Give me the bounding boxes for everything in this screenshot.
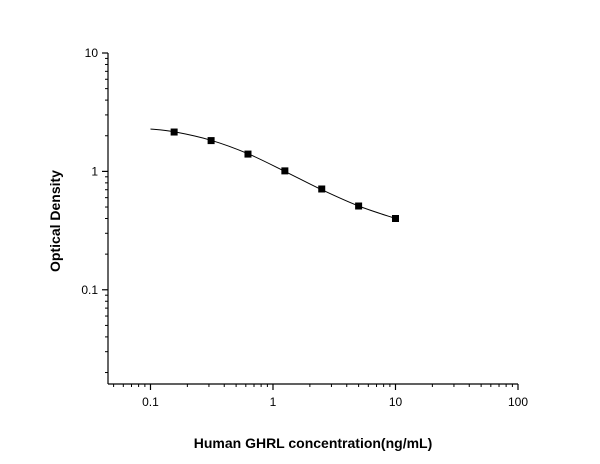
point — [391, 215, 399, 222]
y-tick-label: 1 — [91, 164, 98, 178]
x-axis-title: Human GHRL concentration(ng/mL) — [194, 435, 433, 451]
x-tick-label: 100 — [508, 395, 528, 409]
point — [281, 167, 289, 175]
point — [355, 202, 363, 210]
y-tick-label: 0.1 — [81, 283, 98, 297]
x-tick-label: 10 — [389, 395, 403, 409]
y-axis-title: Optical Density — [47, 170, 63, 272]
point — [244, 150, 252, 158]
point — [207, 137, 215, 145]
x-tick-label: 1 — [270, 395, 277, 409]
point — [170, 128, 178, 136]
y-tick-label: 10 — [85, 46, 99, 60]
point — [318, 185, 326, 193]
x-tick-label: 0.1 — [142, 395, 159, 409]
